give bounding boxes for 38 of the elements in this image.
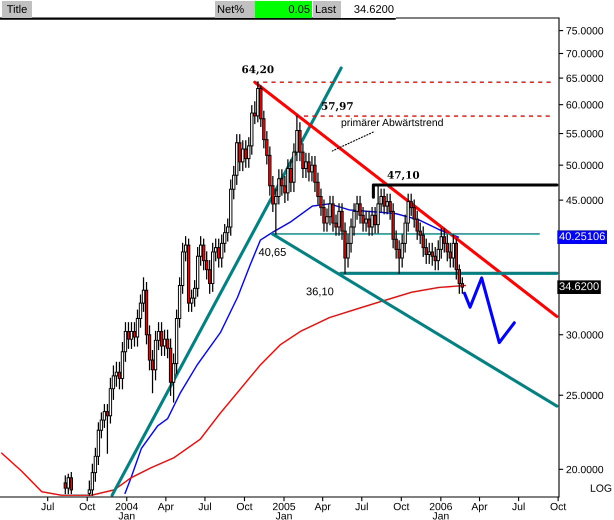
x-tick-label: Jul <box>41 502 54 510</box>
text: Title <box>6 4 27 13</box>
text: Net% <box>218 5 244 13</box>
x-tick-label: Oct <box>550 502 566 510</box>
annotation: 36,10 <box>306 287 334 297</box>
annotation: primärer Abwärtstrend <box>342 118 443 128</box>
y-tick-label: 25.0000 <box>566 392 604 400</box>
y-tick-label: 45.0000 <box>566 196 604 204</box>
text: 34.6200 <box>354 5 394 13</box>
x-tick-label: Oct <box>236 502 253 510</box>
text: Last <box>316 5 336 13</box>
annotation: 64,20 <box>242 65 274 75</box>
x-tick-label: Jul <box>355 502 368 510</box>
y-tick-label: 65.0000 <box>566 74 604 82</box>
y-tick-label: 55.0000 <box>566 130 604 138</box>
y-tick-label: 75.0000 <box>566 27 604 34</box>
x-tick-label: 2005 Jan <box>272 502 296 520</box>
y-tick-label: 70.0000 <box>566 50 604 58</box>
x-tick-label: Apr <box>158 502 174 512</box>
annotation: 47,10 <box>387 170 420 180</box>
annotation: 57,97 <box>322 102 353 112</box>
x-tick-label: Oct <box>394 502 410 510</box>
text: 34.6200 <box>559 282 599 290</box>
text: 0.05 <box>288 5 310 13</box>
x-tick-label: Apr <box>471 502 488 512</box>
x-tick-label: 2006 Jan <box>430 502 452 520</box>
text: LOG <box>590 484 612 492</box>
x-tick-label: Jul <box>198 502 211 510</box>
y-tick-label: 50.0000 <box>566 162 604 170</box>
y-tick-label: 30.0000 <box>566 331 604 339</box>
x-tick-label: Oct <box>80 502 96 510</box>
x-tick-label: 2004 Jan <box>116 502 138 520</box>
annotation: 40,65 <box>258 248 286 258</box>
x-tick-label: Jul <box>512 502 525 510</box>
x-tick-label: Apr <box>314 502 331 512</box>
y-tick-label: 60.0000 <box>566 101 604 109</box>
text: 40.25106 <box>559 232 605 240</box>
y-tick-label: 20.0000 <box>566 466 604 474</box>
